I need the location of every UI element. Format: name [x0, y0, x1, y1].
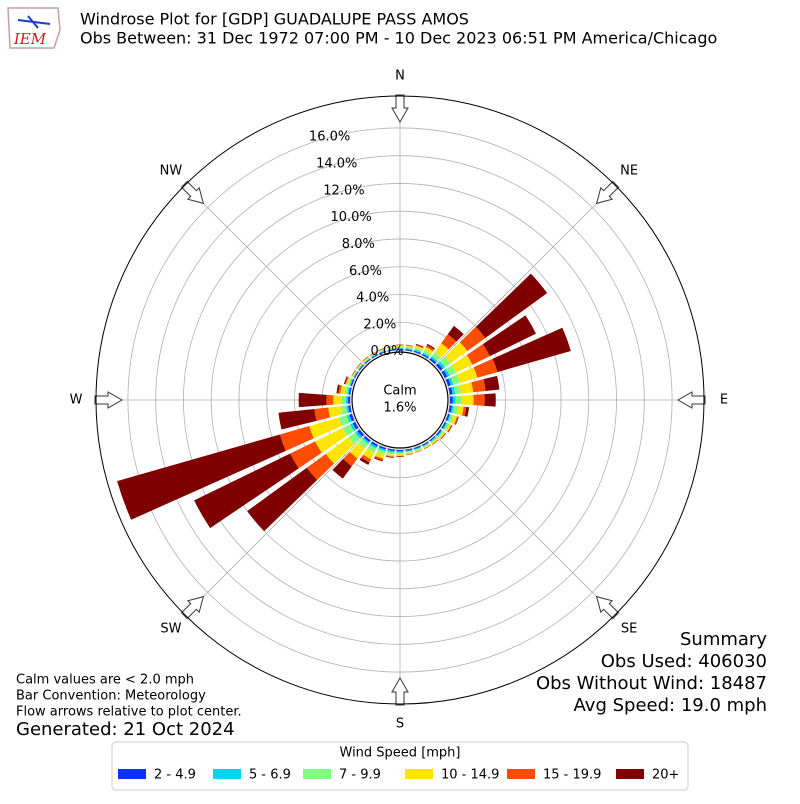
bar-segment [396, 451, 403, 452]
bar-segment [396, 452, 404, 454]
bar-segment [314, 408, 330, 421]
bar-segment [326, 395, 333, 405]
logo-text: IEM [13, 30, 47, 48]
direction-label: NE [620, 163, 638, 178]
radial-tick-label: 16.0% [309, 130, 350, 145]
bar-segment [396, 454, 404, 456]
direction-label: SE [621, 622, 637, 637]
direction-arrow [678, 392, 705, 408]
summary-title: Summary [680, 629, 767, 650]
radial-tick-label: 0.0% [371, 344, 404, 359]
direction-arrow [95, 392, 122, 408]
bar-segment [328, 406, 342, 417]
legend-swatch [303, 769, 331, 779]
legend-swatch [118, 769, 146, 779]
bar-segment [455, 396, 461, 405]
bar-segment [333, 395, 341, 404]
bar-segment [471, 379, 485, 392]
direction-arrow [392, 95, 408, 122]
legend-label: 2 - 4.9 [154, 768, 196, 783]
direction-arrow [392, 678, 408, 705]
bar-segment [461, 395, 474, 405]
direction-label: N [395, 69, 405, 84]
legend-swatch [405, 769, 433, 779]
bar-segment [299, 393, 327, 407]
radial-tick-label: 2.0% [363, 317, 396, 332]
bar-segment [346, 396, 348, 404]
radial-tick-label: 4.0% [356, 291, 389, 306]
chart-subtitle: Obs Between: 31 Dec 1972 07:00 PM - 10 D… [80, 29, 717, 48]
bar-segment [473, 394, 484, 406]
note: Calm values are < 2.0 mph [16, 673, 194, 688]
bar-segment [484, 376, 500, 391]
legend-label: 5 - 6.9 [249, 768, 291, 783]
bar-segment [348, 396, 350, 403]
legend-swatch [507, 769, 535, 779]
note: Flow arrows relative to plot center. [16, 705, 242, 720]
bar-segment [396, 450, 403, 452]
radial-tick-label: 10.0% [330, 210, 371, 225]
direction-label: SW [160, 622, 181, 637]
summary-line: Obs Used: 406030 [601, 651, 767, 672]
radial-tick-label: 12.0% [323, 183, 364, 198]
bar-segment [450, 396, 453, 403]
radial-tick-label: 8.0% [342, 237, 375, 252]
logo: IEM [8, 8, 60, 48]
calm-label: Calm [383, 384, 416, 399]
direction-label: S [396, 717, 404, 732]
bar-segment [453, 396, 456, 404]
calm-value: 1.6% [383, 401, 416, 416]
radial-tick-label: 14.0% [316, 157, 357, 172]
bar-segment [459, 382, 473, 393]
legend-swatch [616, 769, 644, 779]
legend-title: Wind Speed [mph] [340, 746, 461, 761]
summary-line: Obs Without Wind: 18487 [536, 673, 767, 694]
summary-line: Avg Speed: 19.0 mph [574, 695, 767, 716]
direction-label: W [70, 393, 83, 408]
legend-label: 20+ [652, 768, 679, 783]
direction-label: E [720, 393, 728, 408]
radial-tick-label: 6.0% [349, 264, 382, 279]
legend-label: 7 - 9.9 [339, 768, 381, 783]
legend-swatch [213, 769, 241, 779]
legend-label: 10 - 14.9 [441, 768, 499, 783]
legend-label: 15 - 19.9 [543, 768, 601, 783]
note: Bar Convention: Meteorology [16, 689, 206, 704]
logo-mark [18, 16, 50, 28]
chart-title: Windrose Plot for [GDP] GUADALUPE PASS A… [80, 10, 469, 29]
direction-label: NW [160, 163, 183, 178]
generated: Generated: 21 Oct 2024 [16, 719, 235, 740]
bar-segment [342, 396, 346, 404]
bar-segment [484, 393, 495, 406]
grid-spoke [435, 435, 615, 615]
